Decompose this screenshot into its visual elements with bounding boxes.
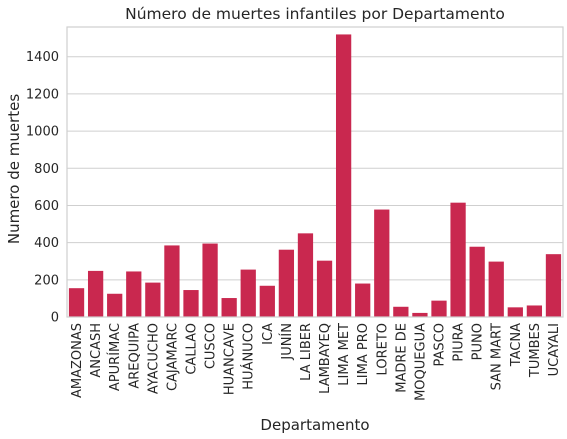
bar (145, 282, 161, 317)
bar (488, 261, 504, 317)
x-tick-label: LAMBAYEQ (318, 323, 333, 394)
x-tick-label: HUÁNUCO (241, 323, 257, 390)
y-tick-label: 400 (34, 236, 59, 251)
y-axis-label: Numero de muertes (5, 94, 23, 244)
x-tick-label: AMAZONAS (70, 323, 85, 398)
bar (107, 293, 123, 317)
x-tick-label: LA LIBER (299, 323, 314, 381)
bar (393, 306, 409, 317)
bar (183, 290, 199, 317)
x-axis-label: Departamento (260, 416, 369, 434)
y-tick-label: 1400 (26, 50, 59, 65)
x-tick-label: LIMA MET (337, 323, 352, 386)
x-tick-label: MOQUEGUA (413, 323, 428, 401)
y-tick-label: 600 (34, 199, 59, 214)
x-tick-label: LIMA PRO (356, 323, 371, 385)
bar (335, 34, 352, 317)
bar (278, 249, 295, 317)
x-tick-label: TUMBES (528, 323, 543, 378)
x-tick-labels: AMAZONAS ANCASH APURÍMAC AREQUIPA AYACUCHO CA… (70, 323, 562, 401)
bar (431, 300, 447, 317)
plot-frame (66, 26, 564, 318)
x-tick-label: HUANCAVE (223, 323, 238, 395)
x-tick-label: LORETO (375, 323, 390, 375)
bar (297, 233, 314, 317)
y-tick-label: 1000 (26, 125, 59, 140)
bar (68, 288, 85, 317)
bar (221, 298, 237, 317)
y-tick-label: 200 (34, 273, 59, 288)
bar (202, 243, 218, 317)
bar (87, 270, 104, 317)
x-tick-label: ANCASH (89, 323, 104, 378)
x-tick-label: PASCO (433, 323, 448, 366)
y-tick-label: 800 (34, 162, 59, 177)
bar (164, 245, 180, 317)
x-tick-label: CUSCO (204, 323, 219, 369)
bar (240, 269, 256, 317)
bar (469, 246, 485, 317)
x-tick-label: APURÍMAC (107, 323, 123, 391)
x-tick-label: JUNÍN (279, 323, 295, 361)
x-tick-label: CAJAMARC (165, 323, 180, 391)
bar (545, 254, 562, 317)
y-tick-labels: 0 200 400 600 800 1000 1200 1400 (26, 50, 59, 325)
bar (412, 312, 428, 317)
bar (507, 307, 523, 317)
y-tick-label: 1200 (26, 87, 59, 102)
bar (450, 202, 466, 317)
bar (316, 260, 333, 317)
x-tick-label: PUNO (471, 323, 486, 360)
bar (526, 305, 543, 317)
x-tick-label: ICA (261, 323, 276, 345)
x-tick-label: AYACUCHO (146, 323, 161, 394)
bar (126, 271, 142, 317)
x-tick-label: UCAYALI (547, 323, 562, 376)
x-tick-label: MADRE DE (394, 323, 409, 393)
y-tick-label: 0 (51, 311, 59, 326)
chart-title: Número de muertes infantiles por Departa… (125, 5, 505, 23)
x-tick-label: AREQUIPA (127, 323, 142, 389)
gridlines (67, 56, 563, 318)
x-tick-label: SAN MART (490, 323, 505, 390)
x-tick-label: PIURA (452, 323, 467, 362)
bar (355, 283, 371, 317)
x-tick-label: CALLAO (185, 323, 200, 375)
x-tick-label: TACNA (509, 323, 524, 367)
bars (68, 34, 562, 317)
bar (259, 285, 275, 317)
bar (374, 209, 390, 317)
